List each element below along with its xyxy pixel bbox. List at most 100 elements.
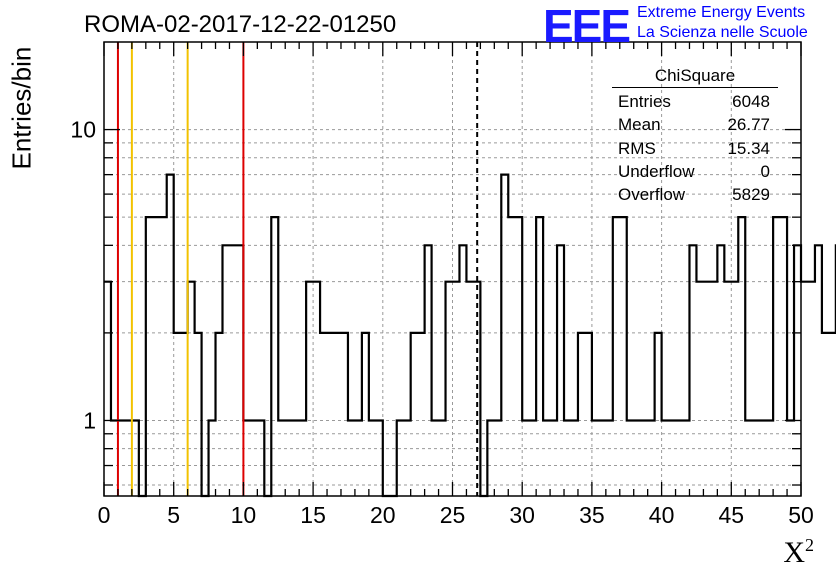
histogram-bin: [710, 282, 717, 496]
stats-row-overflow: Overflow 5829: [612, 183, 778, 206]
histogram-bin: [432, 420, 439, 496]
stats-box: ChiSquare Entries 6048 Mean 26.77 RMS 15.34…: [612, 66, 778, 206]
histogram-bin: [229, 245, 236, 496]
histogram-bin: [118, 420, 125, 496]
histogram-bin: [160, 217, 167, 496]
stats-row-underflow: Underflow 0: [612, 160, 778, 183]
stats-value: 5829: [732, 185, 770, 205]
stats-value: 0: [760, 161, 770, 181]
histogram-bin: [752, 420, 759, 496]
histogram-bin: [348, 420, 355, 496]
histogram-bin: [243, 420, 250, 496]
histogram-bin: [634, 420, 641, 496]
histogram-bin: [585, 333, 592, 496]
x-tick-label: 15: [300, 502, 326, 528]
stats-value: 6048: [732, 92, 770, 111]
histogram-bin: [515, 217, 522, 496]
stats-row-entries: Entries 6048: [612, 90, 778, 113]
stats-label: Entries: [618, 92, 671, 111]
histogram-bin: [550, 420, 557, 496]
histogram-bin: [341, 333, 348, 496]
histogram-bin: [599, 420, 606, 496]
histogram-bin: [327, 333, 334, 496]
eee-logo-line1: Extreme Energy Events: [637, 4, 806, 21]
eee-logo: EEE: [543, 0, 631, 52]
histogram-bin: [411, 333, 418, 496]
stats-label: Mean: [618, 115, 661, 135]
histogram-bin: [153, 217, 160, 496]
histogram-bin: [334, 333, 341, 496]
histogram-bin: [299, 420, 306, 496]
histogram-bin: [703, 282, 710, 496]
histogram-bin: [780, 217, 787, 496]
histogram-bin: [397, 420, 404, 496]
histogram-bin: [794, 245, 801, 496]
histogram-bin: [731, 282, 738, 496]
histogram-bin: [717, 245, 724, 496]
histogram-bin: [669, 420, 676, 496]
x-tick-label: 30: [509, 502, 535, 528]
histogram-bin: [188, 282, 195, 496]
histogram-bin: [278, 420, 285, 496]
histogram-bin: [683, 420, 690, 496]
histogram-bin: [146, 217, 153, 496]
histogram-bin: [181, 333, 188, 496]
histogram-bin: [404, 420, 411, 496]
x-tick-label: 35: [579, 502, 605, 528]
histogram-bin: [773, 217, 780, 496]
stats-row-rms: RMS 15.34: [612, 137, 778, 160]
histogram-bin: [822, 333, 829, 496]
histogram-bin: [306, 282, 313, 496]
histogram-bin: [292, 420, 299, 496]
histogram-bin: [536, 217, 543, 496]
stats-row-mean: Mean 26.77: [612, 113, 778, 136]
histogram-bin: [522, 420, 529, 496]
histogram-bin: [446, 282, 453, 496]
histogram-bin: [355, 420, 362, 496]
histogram-bin: [578, 333, 585, 496]
histogram-bin: [662, 420, 669, 496]
x-tick-label: 25: [440, 502, 466, 528]
y-tick-label: 10: [70, 117, 96, 143]
histogram-bin: [362, 333, 369, 496]
histogram-bin: [104, 282, 111, 496]
histogram-bin: [313, 282, 320, 496]
histogram-bin: [766, 420, 773, 496]
histogram-bin: [250, 420, 257, 496]
x-tick-label: 45: [719, 502, 745, 528]
histogram-bin: [696, 282, 703, 496]
histogram-bin: [543, 420, 550, 496]
histogram-bin: [815, 245, 822, 496]
histogram-bin: [466, 282, 473, 496]
x-tick-label: 5: [167, 502, 180, 528]
histogram-bin: [808, 282, 815, 496]
stats-label: RMS: [618, 138, 656, 158]
x-tick-label: 0: [98, 502, 111, 528]
histogram-bin: [236, 245, 243, 496]
histogram-bin: [738, 217, 745, 496]
histogram-bin: [564, 420, 571, 496]
y-tick-label: 1: [83, 407, 96, 433]
histogram-bin: [369, 420, 376, 496]
x-axis-label-base: X: [783, 536, 805, 569]
histogram-bin: [724, 282, 731, 496]
histogram-bin: [487, 420, 494, 496]
histogram-bin: [801, 282, 808, 496]
chart-title: ROMA-02-2017-12-22-01250: [84, 11, 397, 38]
histogram-bin: [501, 175, 508, 496]
histogram-bin: [459, 245, 466, 496]
histogram-bin: [620, 217, 627, 496]
x-tick-label: 20: [370, 502, 396, 528]
eee-logo-line2: La Scienza nelle Scuole: [637, 24, 808, 41]
histogram-bin: [627, 420, 634, 496]
histogram-bin: [453, 282, 460, 496]
stats-label: Overflow: [618, 185, 686, 205]
histogram-bin: [271, 217, 278, 496]
histogram-bin: [829, 333, 836, 496]
histogram-bin: [425, 245, 432, 496]
histogram-bin: [529, 420, 536, 496]
histogram-bin: [745, 420, 752, 496]
stats-label: Underflow: [618, 161, 695, 181]
x-tick-label: 50: [788, 502, 814, 528]
